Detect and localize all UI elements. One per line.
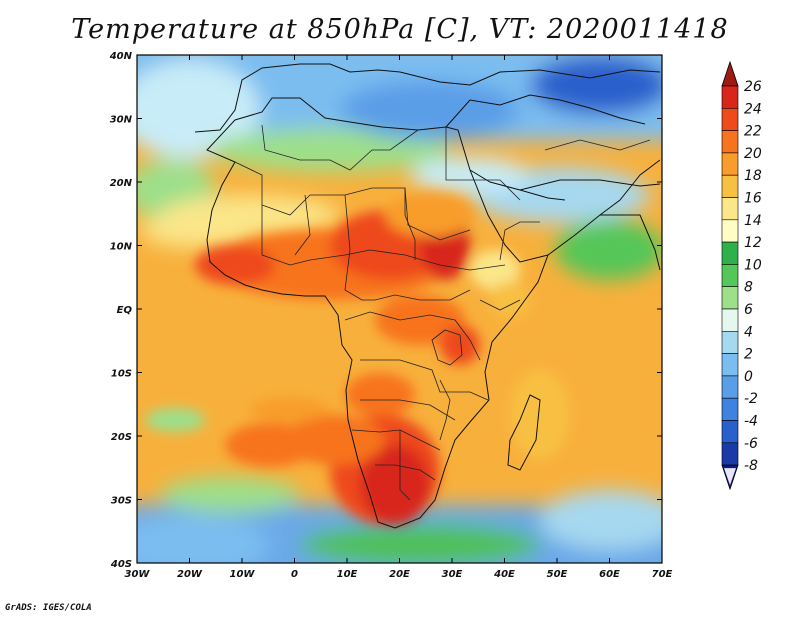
colorbar-top-arrow	[721, 60, 739, 87]
lat-tick-label: 10N	[110, 242, 133, 253]
colorbar-segment	[721, 308, 739, 332]
colorbar-label: 10	[744, 257, 762, 273]
lon-tick-label: 70E	[652, 569, 673, 580]
colorbar-label: 18	[744, 168, 762, 184]
lat-tick-label: 20N	[110, 178, 133, 189]
credit-text: GrADS: IGES/COLA	[5, 603, 92, 613]
longitude-tick-labels: 30W 20W 10W 0 10E 20E 30E 40E 50E 60E 70E	[125, 55, 673, 580]
colorbar-label: 6	[744, 302, 753, 318]
colorbar-label: -8	[744, 458, 758, 474]
colorbar-label: -2	[744, 391, 758, 407]
lon-tick-label: 0	[291, 569, 298, 580]
lon-tick-label: 50E	[547, 569, 568, 580]
country-borders	[234, 124, 651, 501]
colorbar-label: 2	[744, 347, 753, 363]
colorbar-label: -6	[744, 436, 758, 452]
colorbar-label: 12	[744, 235, 762, 251]
colorbar-label: 24	[744, 101, 762, 117]
colorbar-segment	[721, 286, 739, 310]
lat-tick-label: 40S	[110, 559, 132, 570]
temperature-field	[137, 55, 662, 563]
coastlines	[194, 63, 661, 529]
colorbar-segment	[721, 264, 739, 287]
lat-tick-label: EQ	[117, 305, 133, 316]
colorbar-segment	[721, 241, 739, 265]
colorbar-label: 0	[744, 369, 753, 385]
chart-title: Temperature at 850hPa [C], VT: 202001141…	[71, 14, 729, 45]
colorbar-label: 4	[744, 324, 753, 340]
lat-tick-label: 30N	[110, 115, 133, 126]
colorbar-label: 22	[744, 124, 762, 140]
colorbar-segment	[721, 397, 739, 421]
lat-tick-label: 30S	[111, 496, 132, 507]
lon-tick-label: 10W	[230, 569, 256, 580]
colorbar-bottom-arrow-fill	[724, 468, 736, 486]
colorbar-segment	[721, 152, 739, 176]
colorbar-segment	[721, 330, 739, 354]
colorbar-segment	[721, 108, 739, 131]
lat-tick-label: 10S	[111, 369, 132, 380]
colorbar-label: 16	[744, 191, 762, 207]
colorbar-segment	[721, 130, 739, 154]
colorbar-label: 14	[744, 213, 762, 229]
colorbar-segment	[721, 85, 739, 109]
colorbar-label: 8	[744, 280, 753, 296]
colorbar-segment	[721, 420, 739, 444]
colorbar-segment	[721, 442, 739, 466]
colorbar-label: 20	[744, 146, 762, 162]
lon-tick-label: 60E	[599, 569, 620, 580]
colorbar-segment	[721, 197, 739, 221]
lat-tick-label: 20S	[111, 432, 132, 443]
lon-tick-label: 20E	[389, 569, 410, 580]
lon-tick-label: 20W	[177, 569, 203, 580]
colorbar-label: 26	[744, 79, 762, 95]
colorbar-segment	[721, 353, 739, 377]
colorbar-segment	[721, 219, 739, 243]
lon-tick-label: 30W	[125, 569, 151, 580]
colorbar-segment	[721, 174, 739, 198]
lon-tick-label: 30E	[442, 569, 463, 580]
lat-tick-label: 40N	[109, 51, 133, 62]
lon-tick-label: 10E	[337, 569, 358, 580]
colorbar-label: -4	[744, 414, 758, 430]
lon-tick-label: 40E	[493, 569, 515, 580]
colorbar-segment	[721, 375, 739, 399]
latitude-tick-labels: 40N 30N 20N 10N EQ 10S 20S 30S 40S	[109, 51, 662, 570]
